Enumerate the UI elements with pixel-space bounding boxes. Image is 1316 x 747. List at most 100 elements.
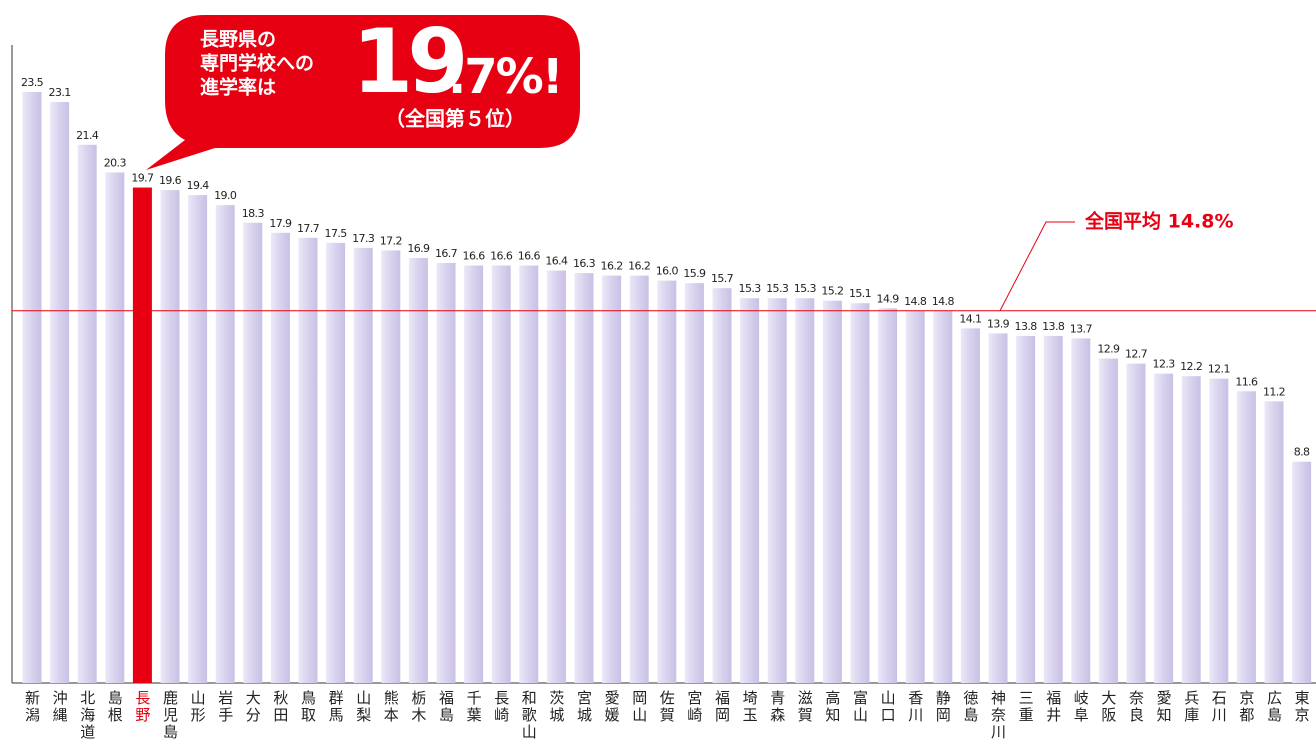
x-tick-label: 大阪 xyxy=(1099,690,1117,724)
value-label: 12.1 xyxy=(1208,363,1230,376)
value-label: 19.6 xyxy=(159,174,182,187)
x-tick-label: 山口 xyxy=(879,690,897,724)
value-label: 16.6 xyxy=(463,250,486,263)
x-tick-label: 広島 xyxy=(1265,690,1283,724)
value-label: 15.9 xyxy=(683,267,706,280)
x-tick-label: 岡山 xyxy=(630,690,648,724)
x-tick-label: 愛知 xyxy=(1155,690,1173,724)
value-label: 23.5 xyxy=(21,76,44,89)
value-label: 16.7 xyxy=(435,247,458,260)
value-label: 15.3 xyxy=(794,282,817,295)
value-label: 16.2 xyxy=(601,260,623,273)
x-tick-label: 徳島 xyxy=(961,690,979,724)
x-tick-label: 秋田 xyxy=(271,690,289,724)
callout-small: .7%! xyxy=(448,49,562,105)
bar xyxy=(1264,401,1284,683)
bar xyxy=(22,91,42,684)
bar xyxy=(905,310,925,683)
bar xyxy=(960,328,980,683)
bar xyxy=(436,262,456,683)
bar xyxy=(215,205,235,683)
callout-line: 進学率は xyxy=(200,76,276,99)
bar xyxy=(574,273,594,683)
x-tick-label: 東京 xyxy=(1293,690,1311,724)
value-label: 16.6 xyxy=(518,250,541,263)
bar xyxy=(657,280,677,683)
bar xyxy=(629,275,649,683)
x-tick-label: 大分 xyxy=(244,690,262,724)
bar xyxy=(1043,335,1063,683)
bar xyxy=(1181,376,1201,683)
bar xyxy=(933,310,953,683)
bar xyxy=(1236,391,1256,683)
bar xyxy=(1126,363,1146,683)
bar xyxy=(132,187,152,684)
value-label: 12.3 xyxy=(1153,358,1176,371)
x-tick-label: 群馬 xyxy=(327,690,345,724)
bar xyxy=(712,288,732,683)
value-label: 17.7 xyxy=(297,222,320,235)
average-leader xyxy=(999,221,1075,312)
bar xyxy=(795,298,815,683)
value-label: 15.1 xyxy=(849,287,871,300)
value-label: 20.3 xyxy=(104,156,127,169)
value-label: 16.0 xyxy=(656,265,679,278)
bar xyxy=(105,172,125,683)
x-tick-label: 山形 xyxy=(189,690,207,724)
x-tick-label: 奈良 xyxy=(1127,690,1145,724)
x-tick-label: 滋賀 xyxy=(796,690,814,724)
x-tick-label: 長崎 xyxy=(492,690,510,724)
callout-line: 長野県の xyxy=(200,29,276,51)
x-tick-label: 岩手 xyxy=(216,690,234,724)
x-tick-label: 埼玉 xyxy=(741,690,759,724)
callout: 長野県の 専門学校への 進学率は 19 .7%! （全国第５位） xyxy=(146,10,580,170)
x-tick-label: 富山 xyxy=(851,689,869,724)
bar xyxy=(1098,358,1118,683)
x-tick-label: 熊本 xyxy=(382,690,400,724)
x-tick-label: 愛媛 xyxy=(603,690,621,724)
bar xyxy=(602,275,622,683)
bar xyxy=(326,242,346,683)
bar xyxy=(988,333,1008,683)
bar xyxy=(353,247,373,683)
x-tick-label: 鳥取 xyxy=(299,689,317,724)
bar xyxy=(1292,461,1312,683)
bar xyxy=(491,265,511,683)
bar xyxy=(464,265,484,683)
x-tick-label: 栃木 xyxy=(409,690,427,724)
value-label: 13.7 xyxy=(1070,322,1093,335)
x-tick-label: 石川 xyxy=(1210,690,1228,724)
value-label: 16.9 xyxy=(407,242,430,255)
value-label: 8.8 xyxy=(1294,446,1310,459)
x-tick-label: 三重 xyxy=(1017,690,1035,724)
bar xyxy=(50,102,70,683)
value-label: 17.2 xyxy=(380,234,402,247)
value-label: 15.2 xyxy=(821,285,843,298)
x-tick-label: 宮崎 xyxy=(685,690,703,724)
x-tick-label: 青森 xyxy=(768,690,786,724)
value-label: 16.2 xyxy=(628,260,650,273)
x-tick-label: 千葉 xyxy=(465,690,483,724)
value-label: 11.6 xyxy=(1235,375,1258,388)
value-label: 13.8 xyxy=(1042,320,1065,333)
x-tick-label: 神奈川 xyxy=(989,690,1007,741)
bar xyxy=(243,222,263,683)
value-label: 13.8 xyxy=(1015,320,1038,333)
callout-rank: （全国第５位） xyxy=(385,107,525,131)
x-tick-label: 島根 xyxy=(106,690,124,724)
x-tick-label: 新潟 xyxy=(23,690,41,724)
x-tick-label: 高知 xyxy=(823,690,841,724)
value-label: 12.2 xyxy=(1180,360,1202,373)
callout-bubble xyxy=(146,15,580,170)
value-label: 17.3 xyxy=(352,232,375,245)
x-tick-label: 京都 xyxy=(1237,690,1255,724)
bar xyxy=(381,250,401,684)
bar xyxy=(160,190,180,683)
value-label: 18.3 xyxy=(242,207,265,220)
x-tick-label: 鹿児島 xyxy=(161,690,179,741)
bar xyxy=(408,257,428,683)
bar xyxy=(767,298,787,683)
bar xyxy=(1071,338,1091,683)
value-label: 19.0 xyxy=(214,189,237,202)
bar xyxy=(188,195,208,683)
